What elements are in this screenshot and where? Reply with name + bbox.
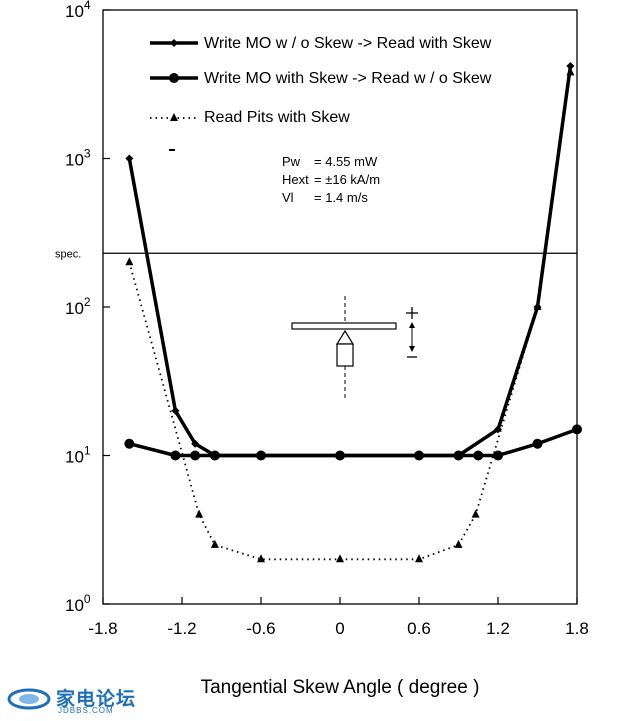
data-point-triangle bbox=[415, 554, 423, 563]
data-point-triangle bbox=[195, 509, 204, 518]
x-tick-label: 1.2 bbox=[486, 619, 510, 638]
series-line-3 bbox=[128, 72, 572, 561]
data-point-circle bbox=[335, 450, 345, 461]
param-pw-name: Pw bbox=[282, 154, 301, 169]
param-pw-value: = 4.55 mW bbox=[314, 154, 378, 169]
data-point-diamond bbox=[125, 154, 134, 163]
data-point-circle bbox=[209, 450, 220, 461]
data-point-circle bbox=[190, 450, 201, 461]
site-watermark-logo: 家电论坛 JDBBS.COM bbox=[6, 684, 136, 718]
data-point-circle bbox=[532, 438, 543, 449]
y-tick-label: 102 bbox=[65, 295, 91, 318]
legend-item-3: Read Pits with Skew bbox=[150, 109, 350, 126]
y-tick-label: 103 bbox=[65, 147, 91, 170]
legend-label-1: Write MO w / o Skew -> Read with Skew bbox=[204, 35, 492, 52]
skew-schematic-icon bbox=[169, 149, 418, 398]
data-point-circle bbox=[124, 438, 135, 449]
legend-item-1: Write MO w / o Skew -> Read with Skew bbox=[150, 35, 492, 52]
legend-label-2: Write MO with Skew -> Read w / o Skew bbox=[204, 70, 492, 87]
x-axis-ticks: -1.8 -1.2 -0.6 0 0.6 1.2 1.8 bbox=[88, 597, 589, 638]
y-tick-label: 104 bbox=[65, 0, 91, 21]
data-point-triangle bbox=[471, 509, 480, 518]
legend-marker-triangle bbox=[170, 113, 178, 121]
watermark-subtext: JDBBS.COM bbox=[58, 706, 114, 715]
param-vl-name: Vl bbox=[282, 190, 294, 205]
param-hext-name: Hext bbox=[282, 172, 309, 187]
data-point-triangle bbox=[210, 539, 219, 548]
data-point-triangle bbox=[566, 67, 575, 76]
param-hext-value: = ±16 kA/m bbox=[314, 172, 380, 187]
data-point-triangle bbox=[257, 554, 265, 563]
data-point-diamond bbox=[171, 406, 180, 415]
data-point-diamond bbox=[191, 439, 200, 448]
series-line-1 bbox=[127, 65, 573, 458]
x-tick-label: -1.2 bbox=[167, 619, 196, 638]
param-vl-value: = 1.4 m/s bbox=[314, 190, 368, 205]
series-group bbox=[124, 61, 582, 563]
data-point-diamond bbox=[566, 61, 575, 70]
spec-label: spec. bbox=[55, 248, 81, 260]
spec-line-group: spec. bbox=[55, 248, 577, 260]
parameters-block: Pw = 4.55 mW Hext = ±16 kA/m Vl = 1.4 m/… bbox=[282, 154, 380, 205]
data-point-circle bbox=[473, 450, 484, 461]
data-point-triangle bbox=[336, 554, 344, 563]
data-point-triangle bbox=[125, 257, 134, 266]
legend-marker-diamond bbox=[170, 39, 178, 47]
data-point-circle bbox=[414, 450, 424, 461]
y-axis-ticks: 100 101 102 103 104 bbox=[65, 0, 110, 615]
legend-label-3: Read Pits with Skew bbox=[204, 109, 350, 126]
y-tick-label: 100 bbox=[65, 592, 91, 615]
x-tick-label: -1.8 bbox=[88, 619, 117, 638]
data-point-triangle bbox=[454, 539, 463, 548]
legend: Write MO w / o Skew -> Read with Skew Wr… bbox=[150, 35, 492, 126]
legend-item-2: Write MO with Skew -> Read w / o Skew bbox=[150, 70, 492, 87]
watermark-text: 家电论坛 bbox=[56, 688, 137, 710]
data-point-circle bbox=[572, 424, 582, 435]
x-tick-label: -0.6 bbox=[246, 619, 275, 638]
plot-frame bbox=[102, 9, 578, 605]
x-tick-label: 0.6 bbox=[407, 619, 431, 638]
data-point-circle bbox=[170, 450, 181, 461]
data-point-circle bbox=[493, 450, 503, 461]
x-tick-label: 0 bbox=[335, 619, 344, 638]
legend-marker-circle bbox=[169, 73, 179, 83]
data-point-circle bbox=[453, 450, 464, 461]
x-tick-label: 1.8 bbox=[565, 619, 589, 638]
x-axis-title: Tangential Skew Angle ( degree ) bbox=[201, 677, 480, 698]
data-point-circle bbox=[256, 450, 266, 461]
data-point-triangle bbox=[533, 302, 542, 310]
watermark-swirl-icon bbox=[7, 688, 51, 710]
y-tick-label: 101 bbox=[65, 444, 91, 467]
